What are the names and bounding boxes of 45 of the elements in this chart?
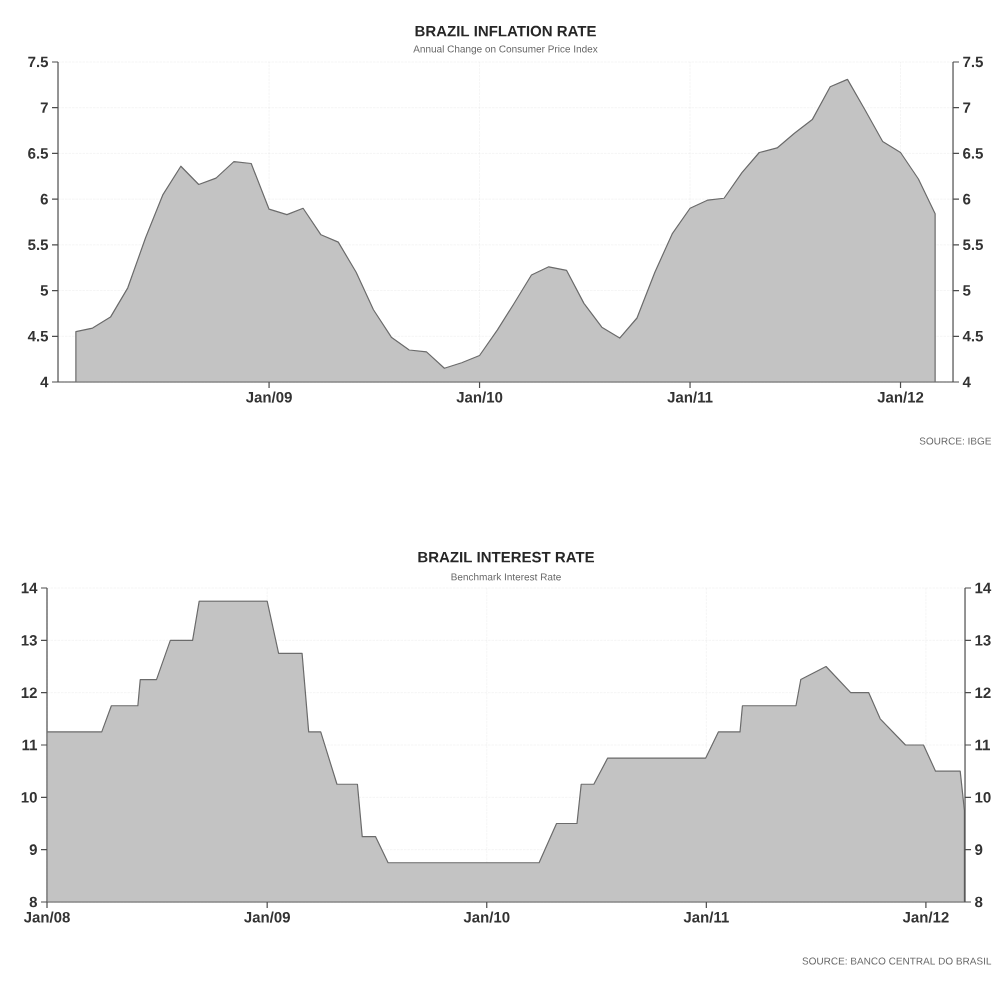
y-tick-label: 11 — [22, 739, 38, 751]
x-tick-label: Jan/09 — [244, 911, 290, 923]
y-tick-label: 13 — [21, 635, 37, 646]
y2-tick-label: 4 — [962, 376, 971, 388]
source-note: SOURCE: BANCO CENTRAL DO BRASIL — [802, 957, 992, 965]
y2-tick-label: 13 — [975, 635, 991, 646]
y2-tick-label: 12 — [975, 687, 991, 698]
x-tick-label: Jan/08 — [23, 911, 70, 923]
y2-tick-label: 11 — [975, 739, 990, 751]
x-tick-label: Jan/12 — [877, 391, 924, 403]
y-tick-label: 7 — [40, 102, 48, 113]
x-tick-label: Jan/10 — [463, 911, 510, 923]
y2-tick-label: 7 — [963, 102, 971, 113]
y-tick-label: 9 — [29, 844, 37, 855]
x-tick-label: Jan/12 — [902, 911, 949, 923]
y2-tick-label: 5 — [963, 285, 971, 296]
y-tick-label: 8 — [29, 896, 37, 908]
chart-subtitle: Benchmark Interest Rate — [451, 573, 561, 581]
x-tick-label: Jan/09 — [245, 391, 292, 403]
y-tick-label: 5 — [40, 285, 49, 296]
y2-tick-label: 10 — [975, 792, 991, 803]
y-tick-label: 14 — [21, 582, 38, 594]
source-note: SOURCE: IBGE — [919, 437, 992, 445]
y-tick-label: 10 — [21, 792, 37, 803]
y-tick-label: 5.5 — [28, 239, 49, 251]
y-tick-label: 4.5 — [27, 331, 49, 342]
y-tick-label: 4 — [40, 376, 49, 388]
y2-tick-label: 14 — [975, 582, 992, 594]
chart-title: BRAZIL INFLATION RATE — [415, 25, 596, 37]
y2-tick-label: 5.5 — [963, 239, 983, 251]
x-tick-label: Jan/11 — [667, 391, 713, 403]
y2-tick-label: 9 — [975, 844, 983, 855]
y-tick-label: 6.5 — [28, 148, 49, 159]
y-tick-label: 7.5 — [28, 56, 49, 68]
y2-tick-label: 4.5 — [962, 331, 983, 342]
y-tick-label: 6 — [40, 193, 48, 205]
y2-tick-label: 6.5 — [963, 148, 983, 159]
y2-tick-label: 8 — [975, 896, 983, 908]
y2-tick-label: 7.5 — [963, 56, 983, 68]
chart-title: BRAZIL INTEREST RATE — [418, 551, 595, 563]
x-tick-label: Jan/10 — [456, 391, 503, 403]
y-tick-label: 12 — [21, 687, 37, 698]
x-tick-label: Jan/11 — [683, 911, 729, 923]
y2-tick-label: 6 — [963, 193, 971, 205]
chart-subtitle: Annual Change on Consumer Price Index — [413, 45, 598, 55]
